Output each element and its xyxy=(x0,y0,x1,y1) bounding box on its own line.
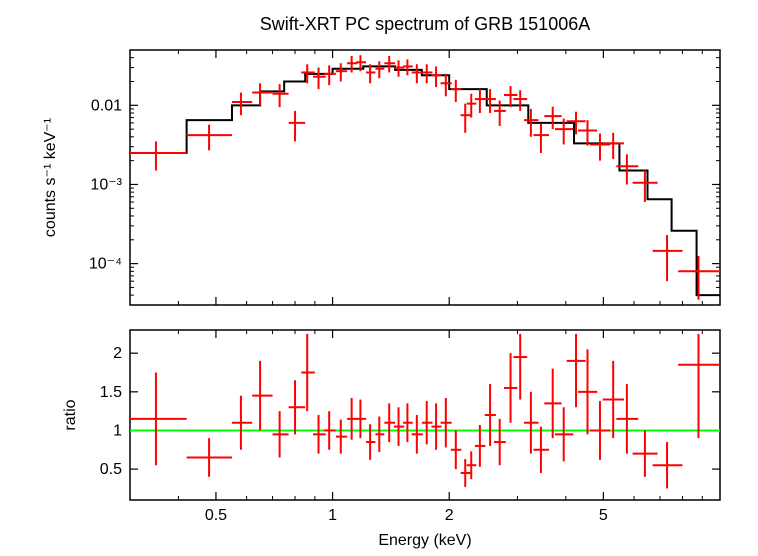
x-axis-label: Energy (keV) xyxy=(378,532,471,549)
x-tick-label: 2 xyxy=(445,507,454,524)
bottom-panel-content xyxy=(130,334,720,489)
x-tick-label: 5 xyxy=(599,507,608,524)
model-curve xyxy=(130,66,720,295)
y-bottom-axis-label: ratio xyxy=(62,399,79,430)
x-tick-label: 1 xyxy=(328,507,337,524)
y-top-axis-label: counts s⁻¹ keV⁻¹ xyxy=(42,118,59,237)
y-top-tick-label: 10⁻⁴ xyxy=(89,256,122,273)
y-top-tick-label: 0.01 xyxy=(91,97,122,114)
y-bottom-tick-label: 1 xyxy=(113,422,122,439)
chart-title: Swift-XRT PC spectrum of GRB 151006A xyxy=(260,14,590,34)
y-bottom-tick-label: 0.5 xyxy=(100,461,122,478)
chart-svg: Swift-XRT PC spectrum of GRB 151006A 0.5 1… xyxy=(0,0,758,556)
bottom-panel-frame xyxy=(130,330,720,500)
top-panel-content xyxy=(130,55,720,300)
y-bottom-tick-label: 2 xyxy=(113,345,122,362)
spectrum-chart: Swift-XRT PC spectrum of GRB 151006A 0.5 1… xyxy=(0,0,758,556)
y-bottom-tick-label: 1.5 xyxy=(100,384,122,401)
x-tick-label: 0.5 xyxy=(205,507,227,524)
top-panel-frame xyxy=(130,50,720,305)
y-top-tick-label: 10⁻³ xyxy=(90,176,122,193)
